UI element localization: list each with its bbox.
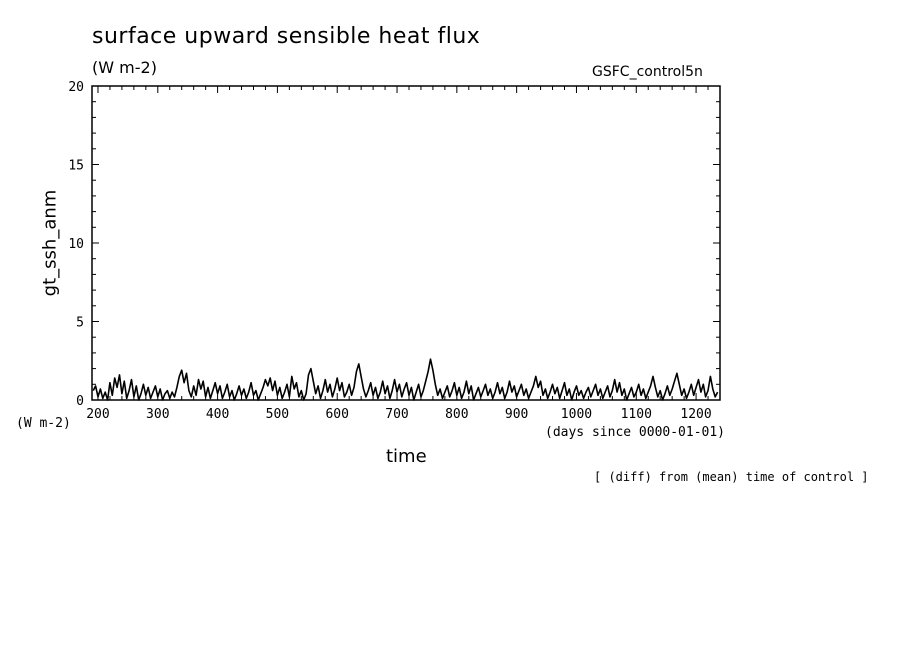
y-tick-label: 5 [76, 316, 84, 331]
x-tick-label: 1200 [680, 407, 711, 422]
series-line [92, 358, 719, 401]
y-tick-label: 20 [68, 80, 84, 95]
x-tick-label: 400 [206, 407, 229, 422]
x-unit-label: (days since 0000-01-01) [545, 425, 726, 440]
unit-label: (W m-2) [92, 58, 157, 77]
y-tick-label: 0 [76, 394, 84, 409]
x-tick-label: 600 [325, 407, 348, 422]
y-tick-label: 10 [68, 237, 84, 252]
chart-title: surface upward sensible heat flux [92, 24, 481, 49]
x-tick-label: 1100 [621, 407, 652, 422]
x-tick-label: 500 [266, 407, 289, 422]
x-tick-label: 1000 [561, 407, 592, 422]
x-tick-label: 700 [385, 407, 408, 422]
plot-frame [91, 85, 721, 401]
x-tick-label: 900 [505, 407, 528, 422]
x-axis-label: time [386, 446, 427, 467]
y-unit-label: (W m-2) [16, 416, 71, 431]
run-name: GSFC_control5n [592, 64, 703, 80]
footnote: [ (diff) from (mean) time of control ] [594, 470, 869, 484]
x-tick-label: 200 [86, 407, 109, 422]
y-tick-label: 15 [68, 159, 84, 174]
x-tick-label: 300 [146, 407, 169, 422]
x-tick-label: 800 [445, 407, 468, 422]
